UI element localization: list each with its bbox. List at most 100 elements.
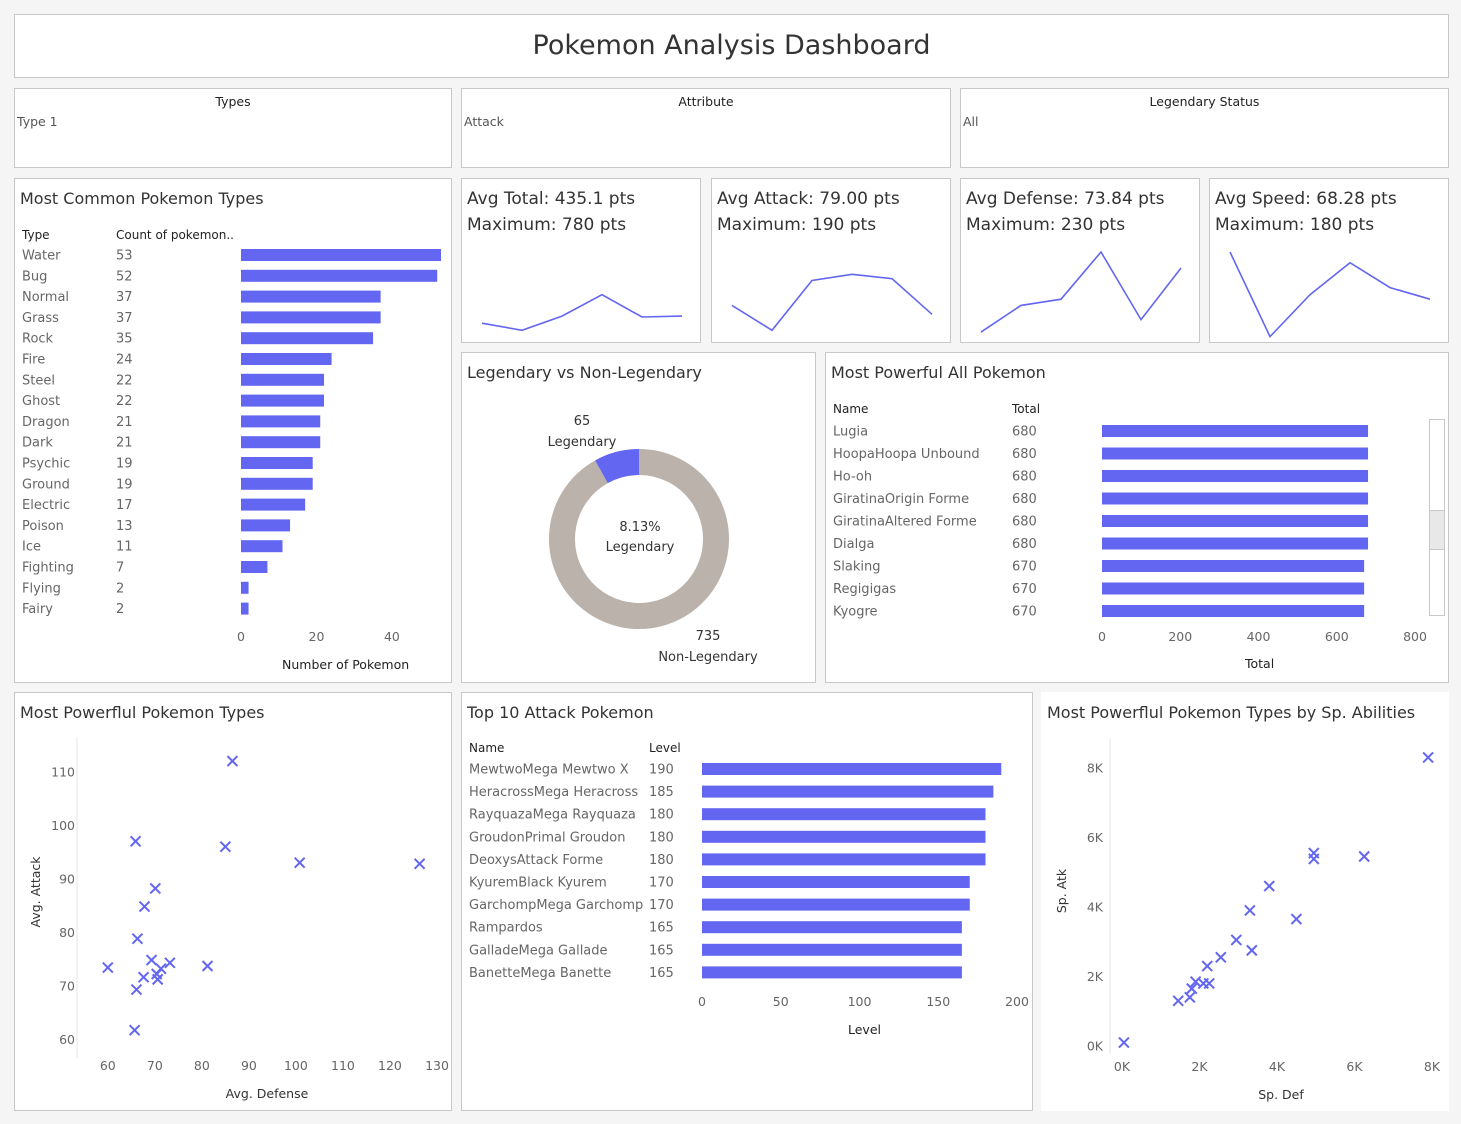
filter-legendary-value[interactable]: All — [963, 114, 979, 129]
types-bar — [241, 311, 381, 324]
top-attack-x-tick-label: 200 — [1005, 994, 1029, 1009]
donut-center-value: 8.13% — [619, 520, 661, 535]
filter-legendary[interactable]: Legendary Status All — [960, 88, 1449, 168]
types-bar — [241, 394, 325, 407]
top-attack-name-label: MewtwoMega Mewtwo X — [469, 763, 629, 778]
types-bar — [241, 436, 321, 449]
types-name-label: Dragon — [22, 415, 70, 430]
legendary-donut-chart — [549, 449, 729, 629]
page-title: Pokemon Analysis Dashboard — [532, 30, 931, 61]
top-attack-value-label: 170 — [649, 876, 674, 891]
powerful-all-bar — [1102, 470, 1369, 482]
sp-scatter-point-marker — [1118, 1036, 1130, 1049]
types-value-label: 19 — [116, 457, 133, 472]
legendary-donut-panel: Legendary vs Non-Legendary 65 Legendary … — [461, 352, 816, 683]
powerful-all-value-label: 680 — [1012, 537, 1037, 552]
powerful-all-scroll-thumb[interactable] — [1430, 510, 1444, 550]
top-attack-value-label: 165 — [649, 943, 674, 958]
types-scatter-point-marker — [293, 857, 306, 869]
sp-scatter-point-marker — [1203, 977, 1215, 990]
powerful-all-name-label: Ho-oh — [833, 470, 872, 485]
top-attack-bar — [702, 966, 962, 979]
kpi-speed-sparkline — [1229, 251, 1431, 338]
powerful-all-col-name: Name — [833, 402, 869, 416]
types-col-header-type: Type — [22, 228, 50, 242]
powerful-all-value-label: 680 — [1012, 515, 1037, 530]
types-name-label: Ice — [22, 540, 41, 555]
types-value-label: 53 — [116, 249, 133, 264]
types-scatter-point-marker — [164, 957, 176, 969]
powerful-all-panel: Most Powerful All Pokemon Name Total Lug… — [825, 352, 1449, 683]
sparkline-series-line — [1229, 251, 1431, 338]
powerful-all-x-axis-label: Total — [1245, 656, 1275, 671]
filter-types-title: Types — [215, 94, 251, 109]
types-scatter-point-marker — [128, 1024, 141, 1036]
top-attack-x-tick-label: 100 — [848, 994, 872, 1009]
powerful-all-name-label: GiratinaOrigin Forme — [833, 492, 969, 507]
powerful-all-name-label: Regigigas — [833, 582, 896, 597]
types-scatter-y-tick-label: 100 — [51, 818, 75, 833]
kpi-total-max: Maximum: 780 pts — [467, 215, 627, 235]
sparkline-series-line — [980, 250, 1182, 333]
powerful-all-name-label: Lugia — [833, 425, 868, 440]
powerful-all-value-label: 680 — [1012, 425, 1037, 440]
kpi-defense-card: Avg Defense: 73.84 pts Maximum: 230 pts — [960, 178, 1200, 343]
types-scatter-point-marker — [102, 961, 114, 974]
types-scatter-y-tick-label: 90 — [59, 871, 75, 886]
types-scatter-point-marker — [145, 954, 158, 966]
powerful-all-value-label: 670 — [1012, 560, 1037, 575]
top-attack-value-label: 170 — [649, 898, 674, 913]
types-value-label: 22 — [116, 373, 133, 388]
sp-scatter-x-tick-label: 0K — [1114, 1059, 1131, 1074]
powerful-all-col-total: Total — [1012, 402, 1041, 416]
kpi-speed-card: Avg Speed: 68.28 pts Maximum: 180 pts — [1209, 178, 1449, 343]
types-x-tick-label: 40 — [384, 629, 400, 644]
top-attack-value-label: 190 — [649, 763, 674, 778]
filter-types[interactable]: Types Type 1 — [14, 88, 452, 168]
types-bar-chart: Water 53 Bug 52 Normal 37 Grass 37 Rock 35 Fire 24 S… — [22, 249, 441, 644]
types-name-label: Grass — [22, 311, 59, 326]
powerful-all-name-label: GiratinaAltered Forme — [833, 515, 977, 530]
sparkline-series-line — [481, 293, 683, 332]
top-attack-name-label: HeracrossMega Heracross — [469, 785, 638, 800]
kpi-attack-sparkline — [731, 273, 933, 332]
types-scatter-x-tick-label: 120 — [378, 1058, 402, 1073]
top-attack-value-label: 180 — [649, 853, 674, 868]
powerful-all-name-label: Slaking — [833, 560, 880, 575]
filter-attribute-value[interactable]: Attack — [464, 114, 504, 129]
sp-scatter-point-marker — [1244, 904, 1256, 917]
types-name-label: Psychic — [22, 457, 70, 472]
powerful-all-scrollbar[interactable] — [1429, 419, 1445, 616]
sp-scatter-point-marker — [1263, 880, 1275, 892]
types-chart-title: Most Common Pokemon Types — [20, 189, 264, 208]
types-name-label: Ghost — [22, 394, 60, 409]
types-scatter-x-tick-label: 100 — [284, 1058, 308, 1073]
powerful-all-value-label: 670 — [1012, 582, 1037, 597]
donut-center-label: Legendary — [605, 540, 675, 555]
types-value-label: 2 — [116, 602, 124, 617]
kpi-speed-max: Maximum: 180 pts — [1215, 215, 1375, 235]
legendary-chart-title: Legendary vs Non-Legendary — [467, 363, 702, 382]
filter-attribute[interactable]: Attribute Attack — [461, 88, 951, 168]
types-scatter-y-tick-label: 80 — [59, 925, 75, 940]
types-bar — [241, 415, 321, 428]
types-name-label: Steel — [22, 373, 55, 388]
types-scatter-point-marker — [219, 840, 232, 853]
sp-scatter-chart: 0K 2K 4K 6K 8K 0K 2K 4K 6K 8K Sp. Def Sp. Atk — [1054, 739, 1441, 1102]
powerful-all-value-label: 680 — [1012, 447, 1037, 462]
sp-scatter-y-tick-label: 2K — [1087, 969, 1104, 984]
types-x-tick-label: 20 — [309, 629, 325, 644]
kpi-defense-avg: Avg Defense: 73.84 pts — [966, 189, 1165, 209]
powerful-all-title: Most Powerful All Pokemon — [831, 363, 1046, 382]
types-bar — [241, 519, 291, 532]
types-name-label: Electric — [22, 498, 70, 513]
types-scatter-point-marker — [226, 755, 239, 767]
sp-scatter-point-marker — [1172, 995, 1184, 1007]
types-scatter-point-marker — [131, 932, 144, 945]
types-bar — [241, 477, 313, 490]
powerful-all-x-tick-label: 0 — [1098, 629, 1106, 644]
sp-scatter-point-marker — [1215, 951, 1227, 964]
filter-legendary-title: Legendary Status — [1149, 94, 1260, 109]
powerful-all-bar-chart: Lugia 680 HoopaHoopa Unbound 680 Ho-oh 680 Gir… — [833, 425, 1427, 645]
filter-types-value[interactable]: Type 1 — [17, 114, 58, 129]
